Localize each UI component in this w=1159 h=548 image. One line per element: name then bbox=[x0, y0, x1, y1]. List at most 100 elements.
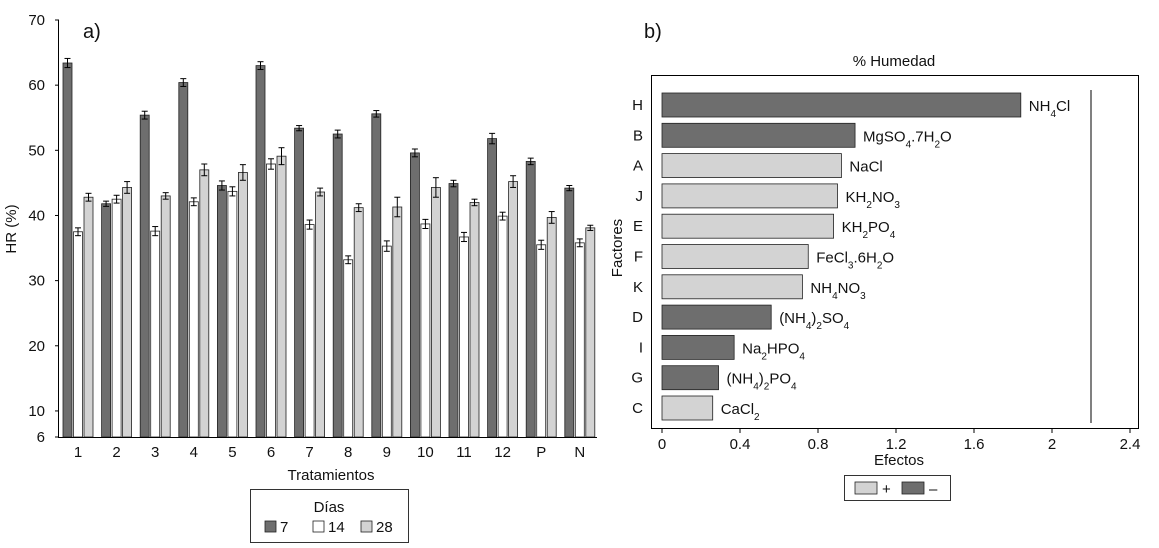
y-tick-label: 60 bbox=[28, 77, 45, 94]
compound-label-part: KH bbox=[842, 219, 863, 236]
legend-swatch-positive bbox=[854, 481, 878, 495]
x-tick-label: 1.2 bbox=[886, 436, 907, 453]
compound-label-part: NO bbox=[872, 189, 895, 206]
compound-label: CaCl2 bbox=[721, 401, 760, 423]
factor-label: H bbox=[632, 97, 643, 114]
x-tick-label: 9 bbox=[383, 444, 391, 461]
factor-label: D bbox=[632, 309, 643, 326]
panel-b-x-axis-label: Efectos bbox=[874, 452, 924, 469]
x-tick-label: 2 bbox=[1048, 436, 1056, 453]
legend-label-negative: – bbox=[929, 481, 938, 498]
compound-label-part: O bbox=[882, 250, 894, 267]
bar-day-7-trat-7 bbox=[294, 127, 305, 438]
legend-swatch-day-7 bbox=[264, 520, 277, 533]
compound-label-part: Na bbox=[742, 340, 762, 357]
compound-label-part: .7H bbox=[911, 128, 934, 145]
compound-label-part: CaCl bbox=[721, 401, 754, 418]
bar-day-7-trat-2 bbox=[101, 203, 111, 438]
compound-label-part: 4 bbox=[844, 321, 850, 332]
bar-day-14-trat-1 bbox=[73, 231, 83, 438]
compound-label: (NH4)2PO4 bbox=[727, 371, 797, 393]
bar-day-7-trat-N bbox=[564, 187, 575, 438]
bar-day-7-trat-11 bbox=[448, 183, 459, 438]
bar-day-7-trat-5 bbox=[216, 185, 227, 438]
compound-label: (NH4)2SO4 bbox=[779, 310, 849, 332]
panel-a-error-bars bbox=[64, 57, 594, 265]
bar-day-28-trat-7 bbox=[315, 191, 326, 438]
compound-label-part: 4 bbox=[890, 230, 896, 241]
compound-label-part: (NH bbox=[727, 371, 754, 388]
bar-day-14-trat-9 bbox=[381, 245, 392, 438]
bar-day-14-trat-5 bbox=[227, 190, 238, 438]
panel-b-title: % Humedad bbox=[853, 53, 936, 70]
compound-label: FeCl3.6H2O bbox=[816, 250, 894, 272]
bar-day-7-trat-9 bbox=[371, 113, 382, 438]
compound-label-part: KH bbox=[846, 189, 867, 206]
bar-day-28-trat-1 bbox=[83, 196, 94, 438]
compound-label-part: 2 bbox=[866, 199, 872, 210]
effect-bar-F bbox=[661, 244, 809, 269]
compound-label-part: NaCl bbox=[849, 159, 882, 176]
bar-day-14-trat-4 bbox=[188, 201, 199, 438]
compound-label-part: 3 bbox=[894, 199, 900, 210]
effect-bar-J bbox=[661, 183, 838, 209]
effect-bar-G bbox=[661, 365, 719, 391]
legend-label-day-14: 14 bbox=[328, 519, 345, 536]
bar-day-14-trat-P bbox=[536, 244, 547, 438]
factor-label: C bbox=[632, 400, 643, 417]
compound-label: NH4Cl bbox=[1029, 98, 1070, 120]
x-tick-label: 12 bbox=[494, 444, 511, 461]
bar-day-28-trat-2 bbox=[122, 187, 132, 438]
compound-label: NaCl bbox=[849, 159, 882, 176]
compound-label-part: HPO bbox=[767, 340, 800, 357]
x-tick-label: 0.8 bbox=[808, 436, 829, 453]
panel-b-legend: + – bbox=[844, 475, 951, 501]
panel-a-legend-frame bbox=[250, 489, 409, 543]
compound-label-part: 4 bbox=[832, 290, 838, 301]
bar-day-28-trat-12 bbox=[508, 181, 519, 438]
panel-b-bar-labels: NH4ClMgSO4.7H2ONaClKH2NO3KH2PO4FeCl3.6H2… bbox=[721, 98, 1071, 423]
bar-day-14-trat-11 bbox=[459, 236, 469, 438]
panel-a-y-axis-label: HR (%) bbox=[3, 204, 20, 253]
compound-label: KH2NO3 bbox=[846, 189, 901, 211]
compound-label-part: FeCl bbox=[816, 250, 848, 267]
compound-label-part: PO bbox=[868, 219, 890, 236]
factor-label: B bbox=[633, 127, 643, 144]
compound-label-part: 3 bbox=[848, 260, 854, 271]
panel-b-bars bbox=[661, 92, 1022, 421]
compound-label-part: 2 bbox=[862, 230, 868, 241]
compound-label-part: SO bbox=[822, 310, 844, 327]
x-tick-label: 7 bbox=[305, 444, 313, 461]
effect-bar-K bbox=[661, 274, 803, 300]
factor-label: A bbox=[633, 158, 643, 175]
x-tick-label: 1.6 bbox=[964, 436, 985, 453]
x-tick-label: P bbox=[536, 444, 546, 461]
compound-label: MgSO4.7H2O bbox=[863, 128, 952, 150]
bar-day-14-trat-N bbox=[574, 242, 585, 438]
bar-day-7-trat-8 bbox=[332, 133, 343, 438]
compound-label-part: (NH bbox=[779, 310, 806, 327]
panel-a-label: a) bbox=[83, 21, 101, 43]
x-tick-label: 0.4 bbox=[730, 436, 751, 453]
compound-label: Na2HPO4 bbox=[742, 340, 805, 362]
panel-a-legend: Días 7 14 28 bbox=[250, 489, 409, 543]
compound-label-part: 4 bbox=[799, 351, 805, 362]
effect-bar-I bbox=[661, 334, 735, 360]
y-tick-label: 20 bbox=[28, 338, 45, 355]
legend-swatch-negative bbox=[901, 481, 925, 495]
legend-swatch-day-28 bbox=[360, 520, 373, 533]
factor-label: I bbox=[639, 339, 643, 356]
compound-label-part: Cl bbox=[1056, 98, 1070, 115]
bar-day-14-trat-8 bbox=[343, 259, 354, 438]
bar-day-28-trat-8 bbox=[353, 207, 364, 438]
panel-a-y-axis-ticks: 6 10 20 30 40 50 60 70 bbox=[28, 12, 59, 446]
x-tick-label: 5 bbox=[228, 444, 236, 461]
panel-a-x-axis-ticks: 1 2 3 4 5 6 7 8 9 10 11 12 P N bbox=[74, 444, 585, 461]
bar-day-14-trat-12 bbox=[497, 215, 508, 438]
panel-a-x-axis-label: Tratamientos bbox=[288, 467, 375, 484]
panel-b-y-axis-label: Factores bbox=[609, 219, 626, 277]
bar-day-28-trat-4 bbox=[199, 169, 210, 438]
compound-label-part: 2 bbox=[754, 412, 760, 423]
compound-label-part: 4 bbox=[1050, 109, 1056, 120]
